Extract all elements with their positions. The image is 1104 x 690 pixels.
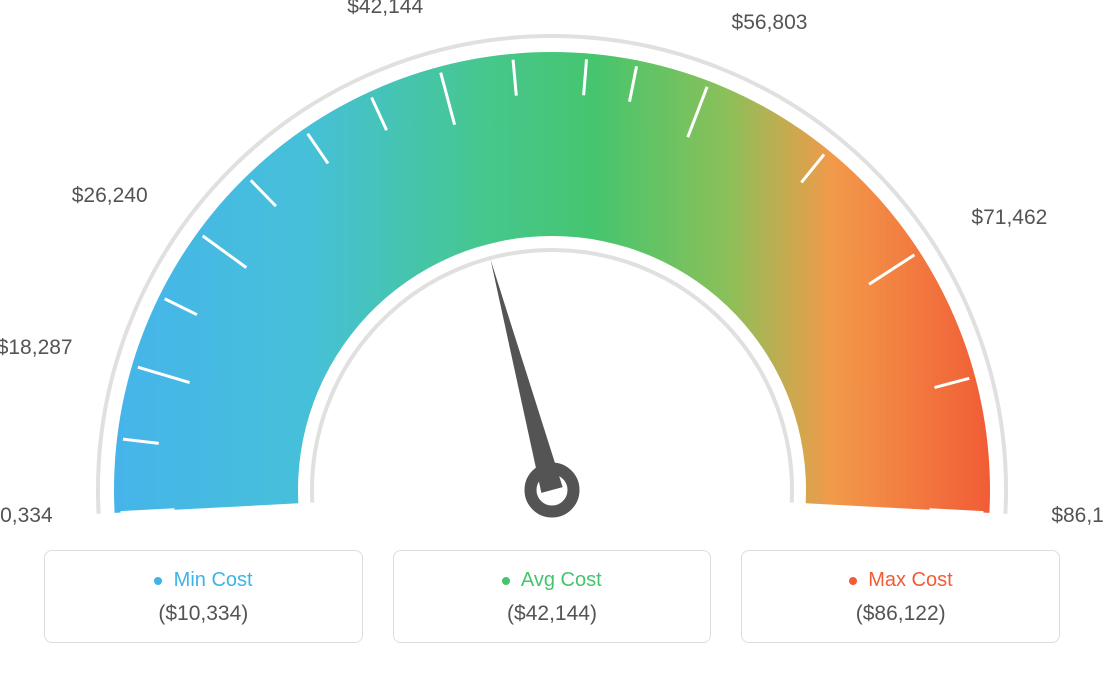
max-cost-title: Max Cost: [742, 569, 1059, 592]
gauge-tick-label: $71,462: [971, 206, 1047, 230]
gauge-svg: [0, 0, 1104, 540]
min-bullet-icon: [154, 577, 162, 585]
min-cost-label: Min Cost: [174, 569, 253, 591]
avg-cost-title: Avg Cost: [394, 569, 711, 592]
gauge-tick-label: $42,144: [347, 0, 423, 19]
avg-cost-value: ($42,144): [394, 602, 711, 626]
max-cost-card: Max Cost ($86,122): [741, 550, 1060, 643]
summary-cards: Min Cost ($10,334) Avg Cost ($42,144) Ma…: [0, 550, 1104, 643]
max-cost-label: Max Cost: [868, 569, 952, 591]
gauge-tick-label: $26,240: [72, 184, 148, 208]
max-cost-value: ($86,122): [742, 602, 1059, 626]
max-bullet-icon: [849, 577, 857, 585]
gauge-tick-label: $86,122: [1051, 504, 1104, 528]
gauge-tick-label: $10,334: [0, 504, 53, 528]
gauge-chart: $10,334 $18,287 $26,240 $42,144 $56,803 $71,4…: [0, 0, 1104, 540]
avg-cost-label: Avg Cost: [521, 569, 602, 591]
min-cost-value: ($10,334): [45, 602, 362, 626]
min-cost-title: Min Cost: [45, 569, 362, 592]
avg-cost-card: Avg Cost ($42,144): [393, 550, 712, 643]
min-cost-card: Min Cost ($10,334): [44, 550, 363, 643]
gauge-tick-label: $56,803: [732, 11, 808, 35]
avg-bullet-icon: [502, 577, 510, 585]
gauge-tick-label: $18,287: [0, 336, 73, 360]
